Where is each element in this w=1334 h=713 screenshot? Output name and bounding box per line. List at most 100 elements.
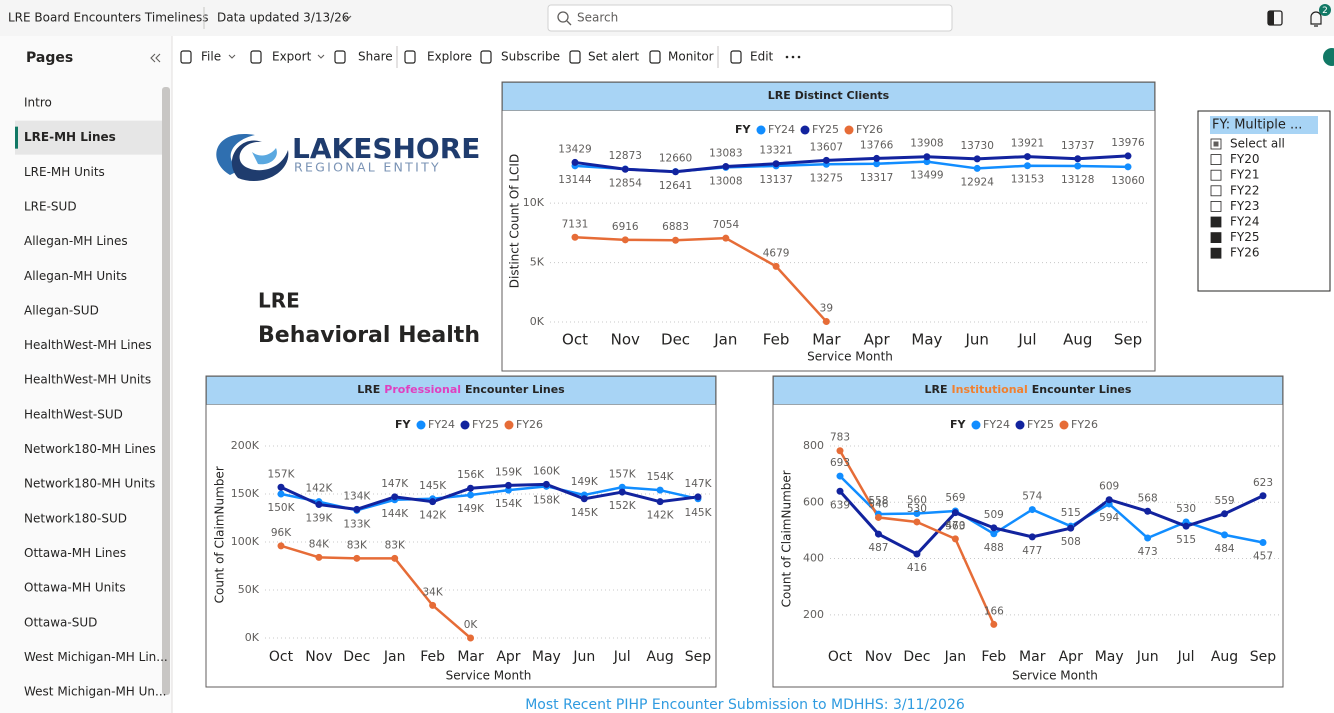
toolbar-button[interactable]: File: [201, 50, 221, 64]
page-link[interactable]: West Michigan-MH Lin...: [24, 650, 168, 664]
page-link[interactable]: Network180-MH Lines: [24, 442, 156, 456]
toolbar-button[interactable]: Share: [358, 50, 393, 64]
data-point: [315, 553, 323, 561]
page-link[interactable]: Ottawa-MH Units: [24, 581, 126, 595]
data-point: [391, 554, 399, 562]
data-label: 149K: [457, 503, 485, 515]
data-label: 145K: [685, 507, 713, 519]
notification-badge: [1319, 4, 1331, 16]
data-point: [722, 163, 730, 171]
toolbar-button[interactable]: Subscribe: [501, 50, 560, 64]
x-tick-label: Sep: [685, 649, 712, 665]
slicer-title[interactable]: FY: Multiple ...: [1212, 118, 1302, 133]
page-link[interactable]: West Michigan-MH Un...: [24, 685, 166, 699]
slicer-checkbox[interactable]: [1210, 216, 1222, 228]
title-part: Encounter Lines: [465, 383, 565, 396]
slicer-checkbox[interactable]: [1210, 200, 1222, 212]
data-label: 13128: [1061, 174, 1094, 186]
page-link[interactable]: Network180-SUD: [24, 511, 127, 525]
data-label: 145K: [571, 507, 599, 519]
page-link[interactable]: LRE-SUD: [24, 199, 77, 213]
slicer-item[interactable]: FY20: [1230, 152, 1260, 166]
chart-title: LRE Professional Encounter Lines: [357, 383, 565, 396]
page-link[interactable]: Allegan-MH Lines: [24, 234, 128, 248]
page-link[interactable]: Network180-MH Units: [24, 477, 155, 491]
toolbar-icon: [404, 50, 416, 64]
data-point: [973, 164, 981, 172]
toolbar-button[interactable]: Export: [272, 50, 312, 64]
data-label: 13766: [860, 139, 894, 151]
more-dot[interactable]: [785, 55, 789, 59]
toolbar-button[interactable]: Monitor: [668, 50, 714, 64]
data-updated[interactable]: Data updated 3/13/26: [217, 11, 349, 25]
slicer-item[interactable]: Select all: [1230, 137, 1285, 151]
legend-label: FY26: [856, 123, 883, 136]
slicer-checkbox[interactable]: [1210, 154, 1222, 166]
slicer-checkbox-partial: [1213, 141, 1219, 147]
toolbar-button[interactable]: Explore: [427, 50, 472, 64]
avatar[interactable]: [1323, 48, 1334, 66]
scrollbar[interactable]: [162, 87, 170, 695]
data-point: [467, 634, 475, 642]
legend-label: FY25: [472, 418, 499, 431]
more-dot[interactable]: [791, 55, 795, 59]
data-label: 569: [945, 492, 965, 504]
data-label: 693: [830, 457, 850, 469]
y-tick-label: 200K: [231, 439, 260, 452]
data-label: 13730: [960, 140, 993, 152]
heading-line1: LRE: [258, 289, 300, 313]
search-box[interactable]: [547, 4, 953, 32]
page-link[interactable]: Intro: [24, 96, 52, 110]
data-point: [1124, 163, 1132, 171]
series-line: [280, 544, 472, 639]
y-tick-label: 0K: [530, 315, 545, 328]
page-link[interactable]: HealthWest-MH Units: [24, 373, 151, 387]
slicer-checkbox[interactable]: [1210, 232, 1222, 244]
data-point: [951, 535, 959, 543]
page-link[interactable]: Ottawa-MH Lines: [24, 546, 126, 560]
data-label: 488: [984, 542, 1004, 554]
toolbar-button[interactable]: Edit: [750, 50, 774, 64]
slicer-checkbox[interactable]: [1210, 185, 1222, 197]
slicer-item[interactable]: FY21: [1230, 168, 1260, 182]
slicer-item[interactable]: FY25: [1230, 230, 1260, 244]
data-point: [1028, 506, 1036, 514]
slicer-item[interactable]: FY26: [1230, 246, 1260, 260]
data-point: [1221, 510, 1229, 518]
data-label: 623: [1253, 477, 1273, 489]
data-point: [874, 530, 882, 538]
page-link[interactable]: Allegan-SUD: [24, 303, 99, 317]
data-label: 84K: [309, 538, 330, 550]
data-point: [1023, 162, 1031, 170]
page-link[interactable]: LRE-MH Units: [24, 165, 105, 179]
notification-icon[interactable]: [1310, 11, 1322, 27]
page-link[interactable]: Ottawa-SUD: [24, 615, 97, 629]
data-label: 416: [907, 562, 927, 574]
legend-label: FY24: [983, 418, 1010, 431]
slicer-item[interactable]: FY22: [1230, 183, 1260, 197]
legend-swatch: [756, 125, 766, 135]
page-link[interactable]: Allegan-MH Units: [24, 269, 127, 283]
page-link[interactable]: LRE-MH Lines: [24, 130, 116, 144]
data-point: [542, 480, 550, 488]
search-icon: [557, 11, 569, 23]
more-dot[interactable]: [797, 55, 801, 59]
collapse-icon[interactable]: [150, 53, 161, 63]
toolbar-button[interactable]: Set alert: [588, 50, 640, 64]
slicer-checkbox[interactable]: [1210, 169, 1222, 181]
data-label: 13083: [709, 148, 742, 160]
page-link[interactable]: HealthWest-SUD: [24, 407, 123, 421]
page-link[interactable]: HealthWest-MH Lines: [24, 338, 152, 352]
toolbar-icon: [649, 50, 661, 64]
slicer-item[interactable]: FY23: [1230, 199, 1260, 213]
x-tick-label: Feb: [763, 331, 790, 349]
data-label: 457: [1253, 551, 1273, 563]
slicer-item[interactable]: FY24: [1230, 215, 1260, 229]
toolbar-icon: [730, 50, 742, 64]
x-axis-label: Service Month: [807, 350, 893, 364]
x-tick-label: May: [911, 331, 942, 349]
slicer-checkbox[interactable]: [1210, 247, 1222, 259]
chevron: [317, 54, 325, 59]
chart-header: [773, 376, 1283, 405]
